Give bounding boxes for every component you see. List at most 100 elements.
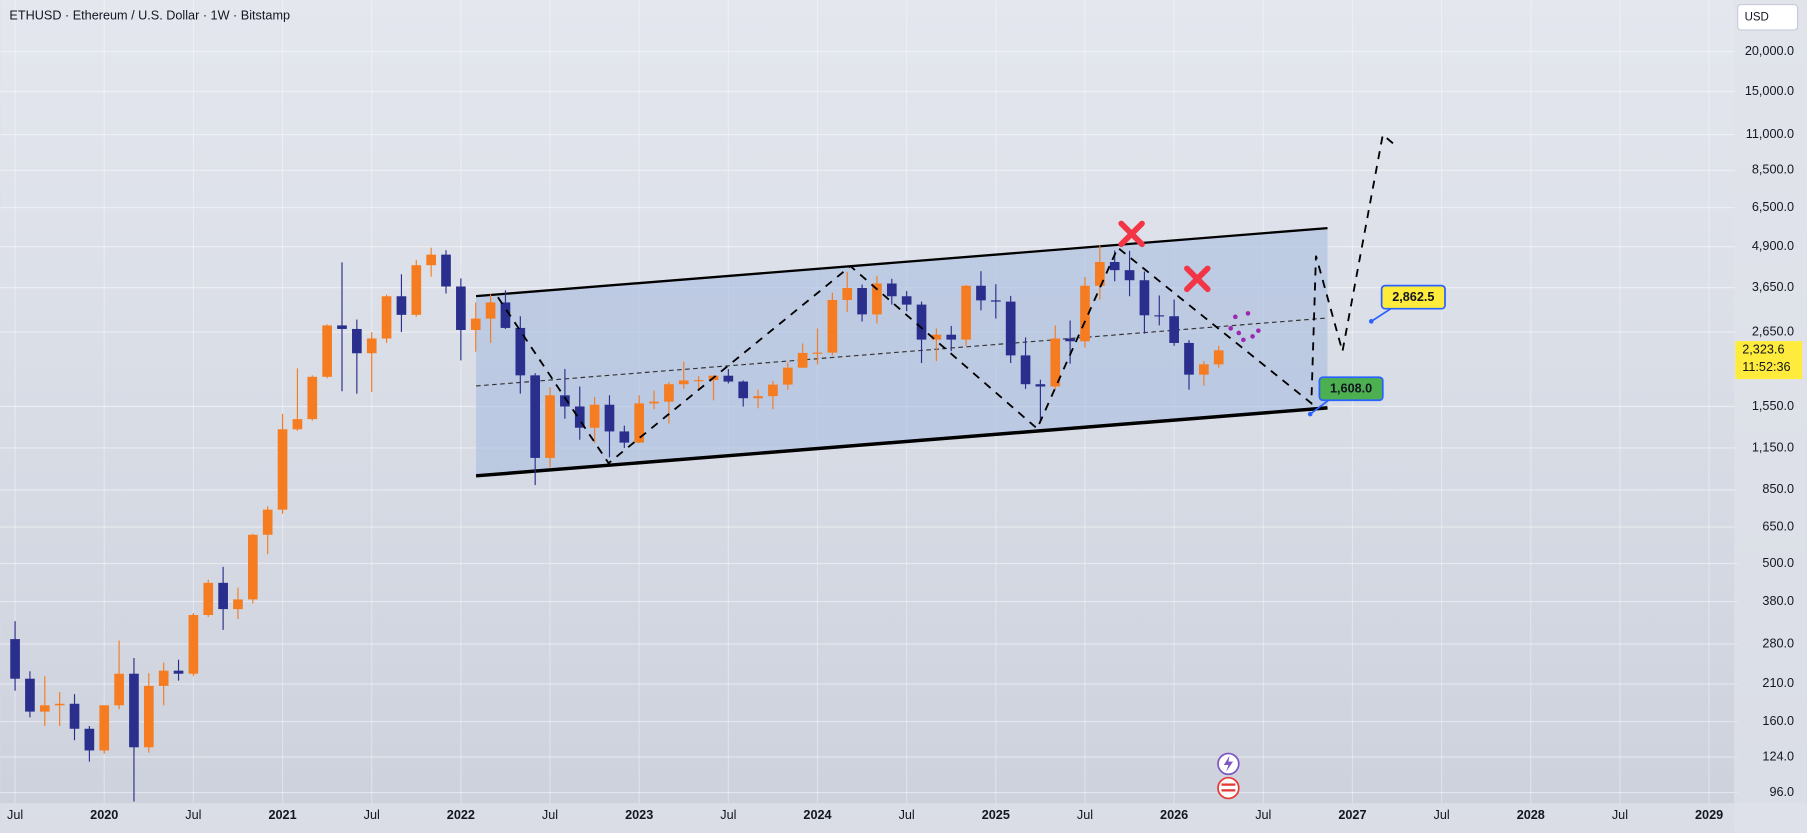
price-label-box [1380,284,1446,310]
candle-body [589,404,600,428]
candle-body [857,288,867,315]
chart-title: ETHUSD · Ethereum / U.S. Dollar · 1W · B… [9,8,290,22]
y-tick-label: 15,000.0 [1745,84,1794,98]
candle-body [797,352,808,368]
candle-body [262,509,273,535]
x-tick-label: Jul [720,808,736,822]
candle-body [129,673,139,748]
candle-body [782,367,793,385]
candle-body [545,395,555,458]
dots [1228,311,1261,343]
candle-body [916,304,927,340]
y-tick-label: 850.0 [1762,482,1794,496]
candle-body [1005,301,1016,356]
candle-body [1169,316,1179,343]
candle-body [649,401,659,404]
x-tick-label: Jul [542,808,558,822]
candle-body [1154,315,1165,317]
y-tick-label: 8,500.0 [1752,163,1794,177]
candle-body [1035,384,1046,387]
time-axis-panel [0,803,1807,833]
candle-body [1109,262,1120,271]
currency[interactable]: USD [1745,11,1769,23]
candle-body [426,254,436,266]
last-price-tag [1735,341,1803,380]
x-tick-label: 2020 [90,808,118,822]
candle-body [574,406,585,428]
candle-body [1139,280,1150,316]
candle-body [39,705,50,712]
y-tick-label: 20,000.0 [1745,44,1794,58]
axes: 20,000.0 15,000.0 11,000.0 8,500.0 6,500.0 4,… [7,44,1803,822]
candle-body [530,375,540,458]
candle-body [990,300,1001,302]
x-tick-label: 2027 [1338,808,1366,822]
x-tick-label: Jul [899,808,915,822]
price-label: 2,862.5 [1392,290,1434,304]
cross-mark [1118,220,1211,293]
label-anchor [1307,411,1313,417]
candle-body [768,384,778,397]
candle-body [604,404,615,432]
candle-body [619,431,630,443]
candles [10,245,1224,802]
x-tick-label: 2021 [268,808,296,822]
projection-path [497,133,1398,465]
candle-body [441,254,451,287]
x-tick-label: 2023 [625,808,653,822]
candle-body [366,338,377,354]
channel-mid [476,317,1328,387]
candle-body [470,318,481,330]
candle-body [1213,350,1224,365]
candle-body [292,419,303,430]
x-tick-label: Jul [1077,808,1093,822]
candle-body [352,328,362,354]
x-tick-label: Jul [1434,808,1450,822]
candle-body [723,375,734,382]
y-tick-label: 210.0 [1762,676,1794,690]
currency-button[interactable] [1737,4,1799,31]
candle-body [337,325,347,329]
candle-body [738,381,749,399]
candle-body [322,325,332,377]
candle-body [10,639,20,679]
candle-body [872,283,882,315]
y-tick-label: 6,500.0 [1752,200,1794,214]
x-tick-label: Jul [1255,808,1271,822]
channel-upper [475,226,1328,298]
candle-body [143,685,154,748]
x-tick-label: 2025 [982,808,1010,822]
y-tick-label: 3,650.0 [1752,280,1794,294]
candle-body [842,288,853,300]
candle-body [173,670,184,674]
price-label-box [1318,376,1384,402]
y-tick-label: 2,650.0 [1752,324,1794,338]
icon[interactable] [1217,752,1240,800]
price-labels: 2,862.5 1,608.0 [1307,284,1446,417]
y-tick-label: 1,150.0 [1752,440,1794,454]
price-axis-panel [1734,0,1807,833]
candle-body [411,265,422,315]
x-tick-label: Jul [1612,808,1628,822]
candle-body [1080,285,1090,342]
candle-body [500,302,511,328]
candle-body [203,582,214,616]
y-tick-label: 500.0 [1762,556,1794,570]
y-tick-label: 160.0 [1762,714,1794,728]
x-tick-label: 2022 [447,808,475,822]
y-tick-label: 280.0 [1762,636,1794,650]
candle-body [114,673,124,706]
candle-body [456,286,466,330]
candle-body [827,299,838,353]
candle-body [84,728,95,751]
candle-body [1050,338,1061,387]
x-tick-label: Jul [7,808,23,822]
label-anchor [1368,319,1374,324]
y-tick-label: 124.0 [1762,749,1794,763]
candle-body [753,396,763,399]
candle-body [233,599,243,610]
candle-body [1095,262,1105,286]
candle-body [1065,338,1075,342]
